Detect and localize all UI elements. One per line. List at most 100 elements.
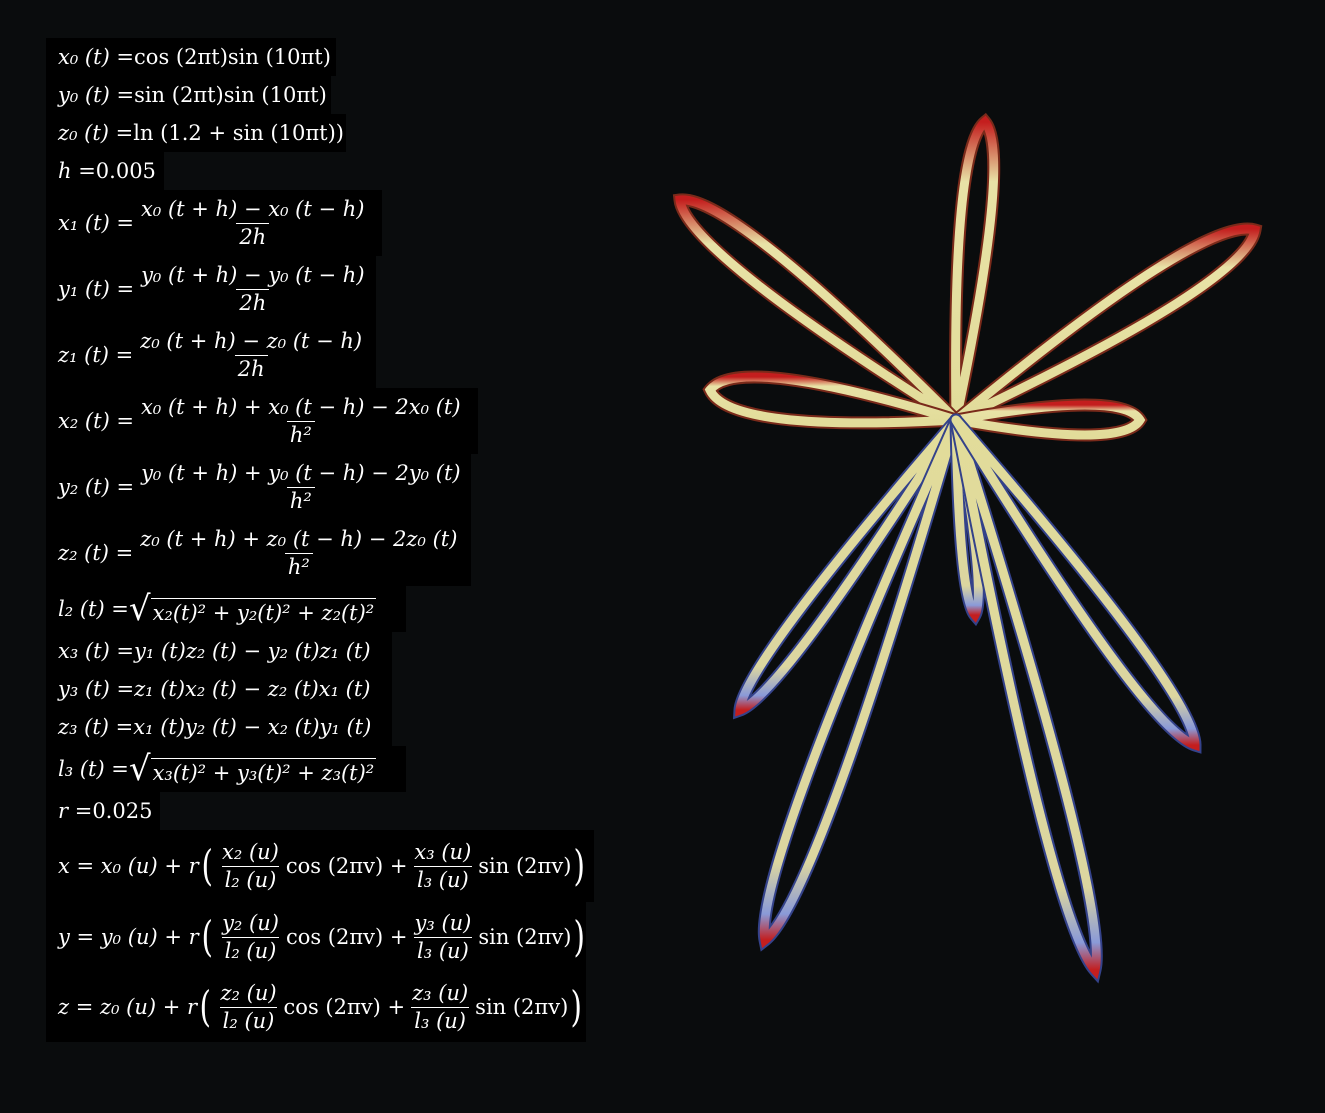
tube-petal	[951, 115, 999, 425]
tube-petal	[735, 415, 961, 717]
eq-x-frac1: x₂ (u) l₂ (u)	[219, 839, 282, 891]
right-paren-icon: )	[573, 912, 586, 961]
eq-z2-fraction: z₀ (t + h) + z₀ (t − h) − 2z₀ (t) h²	[137, 526, 460, 578]
left-paren-icon: (	[199, 982, 212, 1031]
radical-sign-icon: √	[128, 588, 151, 629]
eq-y2: y₂ (t) = y₀ (t + h) + y₀ (t − h) − 2y₀ (…	[46, 454, 471, 520]
eq-y2-lhs: y₂ (t) =	[58, 474, 135, 499]
eq-l2-radicand: x₂(t)² + y₂(t)² + z₂(t)²	[150, 598, 377, 624]
eq-x0-rhs: cos (2πt)sin (10πt)	[134, 44, 331, 69]
eq-z3: z₃ (t) = x₁ (t)y₂ (t) − x₂ (t)y₁ (t)	[46, 708, 392, 746]
eq-y-n1: y₂ (u)	[222, 910, 279, 935]
eq-x2-num: x₀ (t + h) + x₀ (t − h) − 2x₀ (t)	[141, 394, 461, 419]
eq-z1-den: 2h	[234, 354, 268, 380]
eq-y-lhs: y = y₀ (u) + r	[58, 924, 199, 949]
eq-z0-rhs: ln (1.2 + sin (10πt))	[133, 120, 344, 145]
tube-petal-shadow	[949, 222, 1263, 427]
eq-x3-lhs: x₃ (t) =	[58, 638, 135, 663]
eq-x1-den: 2h	[236, 222, 270, 248]
eq-x: x = x₀ (u) + r ( x₂ (u) l₂ (u) cos (2πv) …	[46, 830, 594, 902]
eq-x2-lhs: x₂ (t) =	[58, 408, 135, 433]
eq-x1-num: x₀ (t + h) − x₀ (t − h)	[141, 196, 365, 221]
tube-petal	[951, 415, 1200, 752]
right-paren-icon: )	[573, 841, 586, 890]
eq-z-n1: z₂ (u)	[220, 980, 277, 1005]
eq-y0: y₀ (t) = sin (2πt)sin (10πt)	[46, 76, 331, 114]
eq-y2-fraction: y₀ (t + h) + y₀ (t − h) − 2y₀ (t) h²	[138, 460, 464, 512]
eq-y1-lhs: y₁ (t) =	[58, 276, 135, 301]
eq-x2-den: h²	[286, 420, 315, 446]
eq-y2-num: y₀ (t + h) + y₀ (t − h) − 2y₀ (t)	[141, 460, 461, 485]
eq-z1-num: z₀ (t + h) − z₀ (t − h)	[140, 328, 363, 353]
eq-z-mid: cos (2πv) +	[283, 994, 406, 1019]
eq-l2-lhs: l₂ (t) =	[58, 596, 129, 621]
eq-y-d1: l₂ (u)	[221, 936, 280, 962]
eq-y-frac2: y₃ (u) l₃ (u)	[411, 910, 474, 962]
eq-x-lhs: x = x₀ (u) + r	[58, 853, 199, 878]
eq-y-d2: l₃ (u)	[414, 936, 472, 962]
eq-x1-lhs: x₁ (t) =	[58, 210, 135, 235]
eq-y1-den: 2h	[236, 288, 270, 314]
right-paren-icon: )	[570, 982, 583, 1031]
eq-r-lhs: r =	[58, 798, 93, 823]
eq-x1: x₁ (t) = x₀ (t + h) − x₀ (t − h) 2h	[46, 190, 382, 256]
eq-y3-lhs: y₃ (t) =	[58, 676, 135, 701]
eq-y3: y₃ (t) = z₁ (t)x₂ (t) − z₂ (t)x₁ (t)	[46, 670, 392, 708]
eq-y-mid: cos (2πv) +	[285, 924, 408, 949]
eq-l2-sqrt: √ x₂(t)² + y₂(t)² + z₂(t)²	[128, 588, 377, 629]
eq-y2-den: h²	[286, 486, 315, 512]
eq-y0-lhs: y₀ (t) =	[58, 82, 135, 107]
eq-z0-lhs: z₀ (t) =	[58, 120, 134, 145]
eq-x3: x₃ (t) = y₁ (t)z₂ (t) − y₂ (t)z₁ (t)	[46, 632, 392, 670]
eq-h-lhs: h =	[58, 158, 96, 183]
eq-x-d1: l₂ (u)	[221, 865, 280, 891]
eq-h-rhs: 0.005	[95, 158, 156, 183]
eq-z: z = z₀ (u) + r ( z₂ (u) l₂ (u) cos (2πv) …	[46, 972, 586, 1042]
tube-petal	[704, 372, 961, 428]
tube-petal	[951, 415, 1101, 980]
eq-z-lhs: z = z₀ (u) + r	[58, 994, 198, 1019]
tube-surface-render	[672, 112, 1263, 984]
eq-x-n1: x₂ (u)	[222, 839, 279, 864]
eq-z1: z₁ (t) = z₀ (t + h) − z₀ (t − h) 2h	[46, 322, 376, 388]
left-paren-icon: (	[201, 912, 213, 961]
eq-z-tail: sin (2πv)	[475, 994, 569, 1019]
eq-z2-lhs: z₂ (t) =	[58, 540, 134, 565]
eq-l3-lhs: l₃ (t) =	[58, 756, 129, 781]
tube-petal	[675, 195, 961, 425]
eq-y-n2: y₃ (u)	[414, 910, 472, 935]
equation-list: x₀ (t) = cos (2πt)sin (10πt) y₀ (t) = si…	[46, 38, 594, 1042]
eq-z2: z₂ (t) = z₀ (t + h) + z₀ (t − h) − 2z₀ (…	[46, 520, 471, 586]
eq-l2: l₂ (t) = √ x₂(t)² + y₂(t)² + z₂(t)²	[46, 586, 406, 632]
eq-z3-lhs: z₃ (t) =	[58, 714, 134, 739]
eq-l3-radicand: x₃(t)² + y₃(t)² + z₃(t)²	[150, 758, 377, 784]
eq-r: r = 0.025	[46, 792, 160, 830]
eq-z0: z₀ (t) = ln (1.2 + sin (10πt))	[46, 114, 346, 152]
eq-y: y = y₀ (u) + r ( y₂ (u) l₂ (u) cos (2πv) …	[46, 902, 586, 972]
eq-l3: l₃ (t) = √ x₃(t)² + y₃(t)² + z₃(t)²	[46, 746, 406, 792]
eq-x-d2: l₃ (u)	[413, 865, 472, 891]
eq-z-d2: l₃ (u)	[411, 1006, 469, 1032]
eq-z-d1: l₂ (u)	[219, 1006, 278, 1032]
eq-x0: x₀ (t) = cos (2πt)sin (10πt)	[46, 38, 336, 76]
eq-z-frac2: z₃ (u) l₃ (u)	[409, 982, 471, 1032]
left-paren-icon: (	[201, 841, 213, 890]
eq-r-rhs: 0.025	[92, 798, 153, 823]
eq-y-tail: sin (2πv)	[478, 924, 572, 949]
tube-petal	[759, 415, 961, 949]
eq-z3-rhs: x₁ (t)y₂ (t) − x₂ (t)y₁ (t)	[133, 714, 372, 739]
eq-x2: x₂ (t) = x₀ (t + h) + x₀ (t − h) − 2x₀ (…	[46, 388, 478, 454]
eq-x2-fraction: x₀ (t + h) + x₀ (t − h) − 2x₀ (t) h²	[138, 394, 463, 446]
eq-l3-sqrt: √ x₃(t)² + y₃(t)² + z₃(t)²	[129, 752, 377, 785]
tube-petal	[951, 224, 1261, 425]
eq-y3-rhs: z₁ (t)x₂ (t) − z₂ (t)x₁ (t)	[134, 676, 371, 701]
eq-x-frac2: x₃ (u) l₃ (u)	[411, 841, 474, 891]
eq-z2-num: z₀ (t + h) + z₀ (t − h) − 2z₀ (t)	[140, 526, 458, 551]
eq-y1-fraction: y₀ (t + h) − y₀ (t − h) 2h	[138, 262, 367, 314]
eq-y1-num: y₀ (t + h) − y₀ (t − h)	[141, 262, 365, 287]
eq-z1-lhs: z₁ (t) =	[58, 342, 134, 367]
eq-y1: y₁ (t) = y₀ (t + h) − y₀ (t − h) 2h	[46, 256, 376, 322]
eq-z2-den: h²	[284, 552, 313, 578]
eq-x0-lhs: x₀ (t) =	[58, 44, 135, 69]
tube-petal	[951, 400, 1146, 440]
